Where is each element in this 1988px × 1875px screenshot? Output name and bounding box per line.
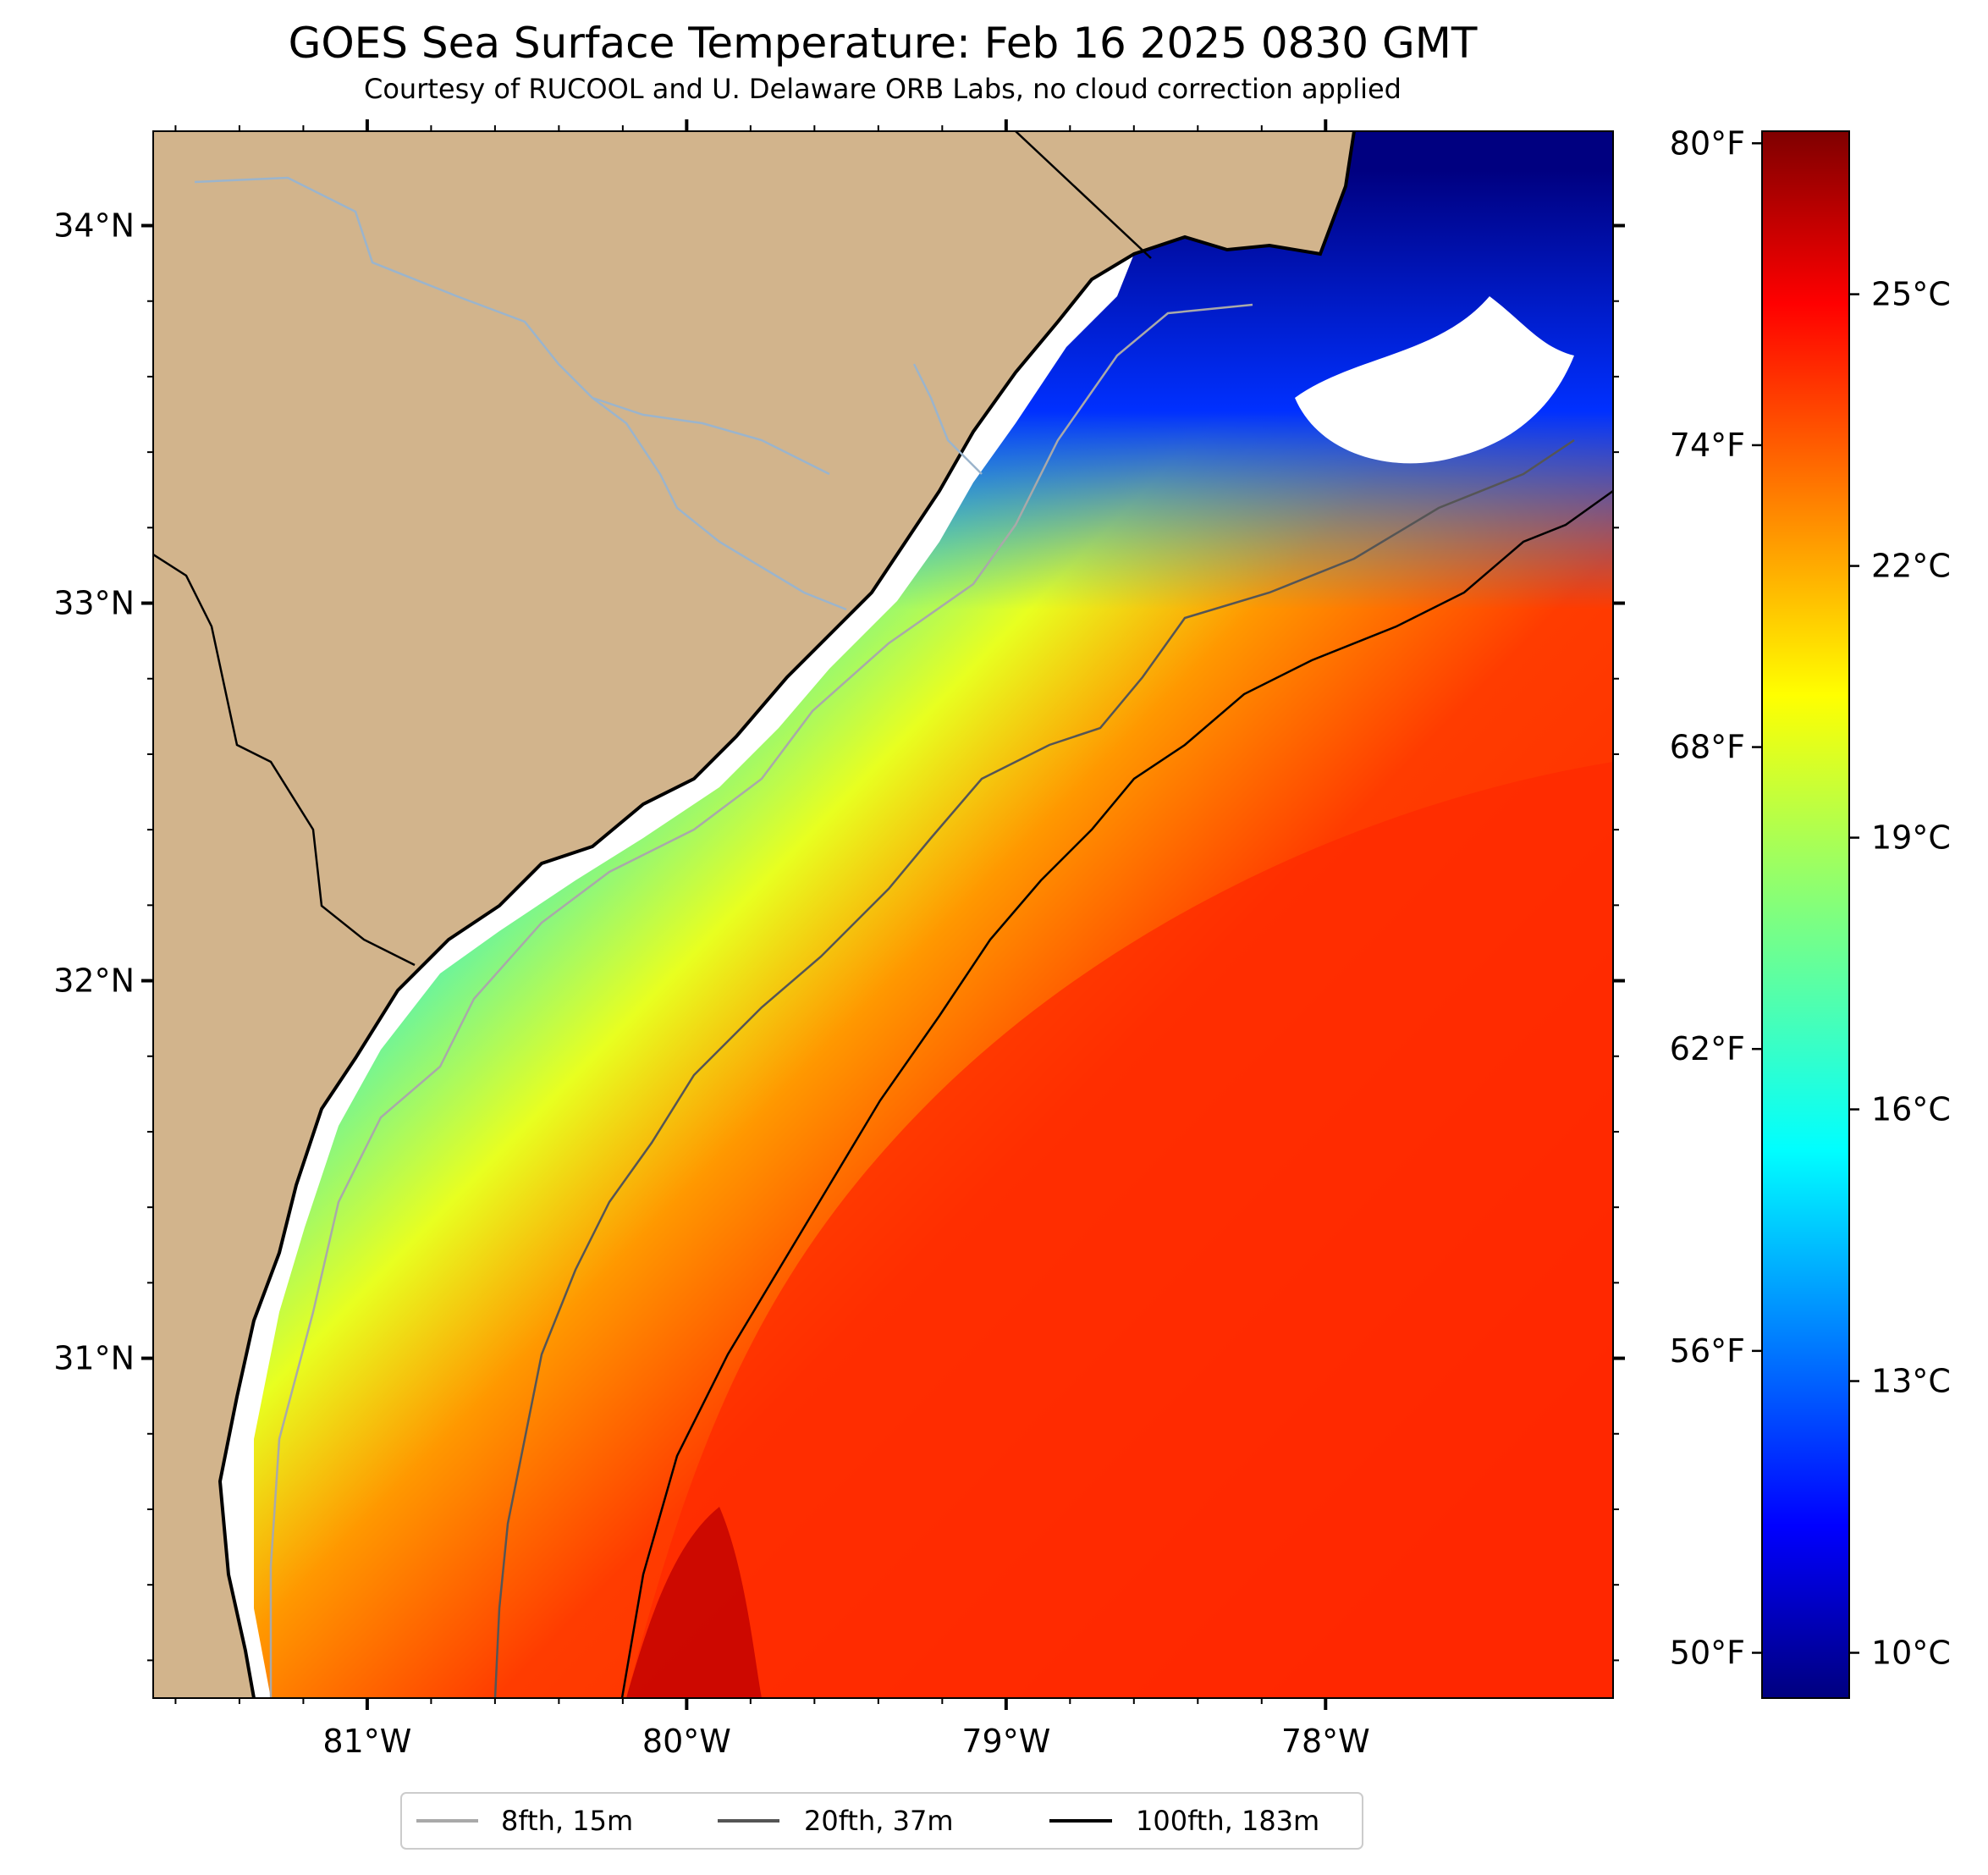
rivers <box>194 176 983 611</box>
chart-subtitle: Courtesy of RUCOOL and U. Delaware ORB L… <box>364 73 1402 105</box>
isobath-legend: 8fth, 15m 20fth, 37m 100fth, 183m <box>400 1792 1363 1850</box>
lat-tick-label: 34°N <box>53 207 135 245</box>
colorbar-ticks: 10°C 13°C 16°C 19°C 22°C 25°C 50°F 56°F 62°F 68°F… <box>1670 124 1951 1671</box>
isobath-20fth <box>493 438 1575 1698</box>
celsius-tick-label: 10°C <box>1871 1635 1951 1672</box>
celsius-tick-label: 13°C <box>1871 1363 1951 1400</box>
fahrenheit-tick-label: 74°F <box>1670 427 1745 464</box>
legend-label-20fth: 20fth, 37m <box>804 1805 953 1837</box>
map-axes: 81°W 80°W 79°W 78°W 34°N 33°N 32°N 31°N <box>53 119 1625 1760</box>
lon-tick-label: 78°W <box>1281 1723 1370 1760</box>
lat-tick-label: 33°N <box>53 585 135 622</box>
celsius-tick-label: 22°C <box>1871 548 1951 585</box>
dark-red-core <box>626 1507 762 1698</box>
legend-box <box>400 1792 1363 1850</box>
lon-tick-label: 80°W <box>642 1723 731 1760</box>
fahrenheit-tick-label: 62°F <box>1670 1030 1745 1067</box>
legend-label-100fth: 100fth, 183m <box>1136 1805 1319 1837</box>
fahrenheit-tick-label: 80°F <box>1670 124 1745 162</box>
fahrenheit-tick-label: 68°F <box>1670 729 1745 766</box>
celsius-tick-label: 16°C <box>1871 1091 1951 1128</box>
isobath-8fth <box>269 303 1253 1698</box>
map-panel <box>153 131 1613 1698</box>
land <box>153 131 1354 1698</box>
map-frame <box>152 130 1614 1699</box>
colorbar: 10°C 13°C 16°C 19°C 22°C 25°C 50°F 56°F 62°F 68°F… <box>1670 124 1951 1699</box>
isobath-100fth <box>620 489 1613 1698</box>
coastline <box>218 131 1356 1698</box>
celsius-tick-label: 25°C <box>1871 276 1951 313</box>
lon-tick-label: 79°W <box>961 1723 1050 1760</box>
celsius-tick-label: 19°C <box>1871 819 1951 857</box>
lat-tick-label: 31°N <box>53 1340 135 1377</box>
lon-tick-label: 81°W <box>322 1723 411 1760</box>
lat-tick-label: 32°N <box>53 962 135 1000</box>
chart-title: GOES Sea Surface Temperature: Feb 16 202… <box>289 19 1478 68</box>
no-data-cloud-patch <box>1295 296 1574 464</box>
gulf-stream-warm-core <box>626 762 1613 1698</box>
state-border <box>153 131 1152 967</box>
colorbar-gradient <box>1761 130 1850 1699</box>
legend-label-8fth: 8fth, 15m <box>501 1805 633 1837</box>
fahrenheit-tick-label: 50°F <box>1670 1635 1745 1672</box>
fahrenheit-tick-label: 56°F <box>1670 1332 1745 1370</box>
